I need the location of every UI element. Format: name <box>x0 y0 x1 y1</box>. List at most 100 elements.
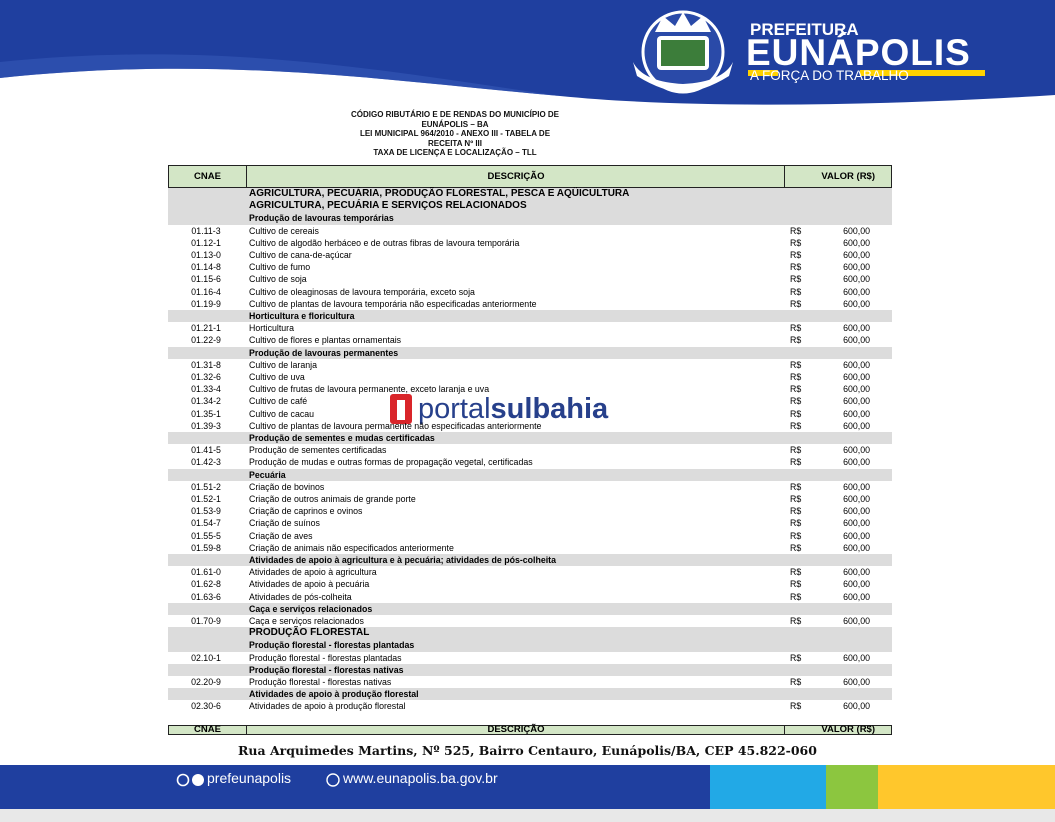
value: 600,00 <box>843 506 870 517</box>
currency: R$ <box>790 250 802 260</box>
currency: R$ <box>790 237 802 248</box>
description: Cultivo de laranja <box>249 359 317 370</box>
currency: R$ <box>790 701 802 712</box>
cnae-code: 01.59-8 <box>191 542 221 553</box>
cnae-code: 01.21-1 <box>191 323 221 334</box>
value: 600,00 <box>843 323 870 334</box>
header-cell: VALOR (R$) <box>784 166 893 187</box>
currency: R$ <box>790 359 802 370</box>
section-title: Produção de sementes e mudas certificada… <box>249 433 435 443</box>
section-title: Atividades de apoio à produção florestal <box>249 689 419 700</box>
value: 600,00 <box>843 652 870 663</box>
cnae-code: 01.16-4 <box>191 286 221 297</box>
section-title: Caça e serviços relacionados <box>249 603 373 614</box>
currency: R$ <box>790 494 802 504</box>
currency: R$ <box>790 567 802 578</box>
cnae-code: 01.14-8 <box>191 262 221 273</box>
cnae-code: 01.53-9 <box>191 506 221 517</box>
currency: R$ <box>790 335 802 346</box>
description: Criação de suínos <box>249 518 320 529</box>
watermark-icon <box>390 394 412 424</box>
cnae-code: 02.30-6 <box>191 701 221 712</box>
description: Cultivo de plantas de lavoura temporária… <box>249 298 537 309</box>
currency: R$ <box>790 372 802 382</box>
social-handle: prefeunapolis <box>207 770 292 786</box>
description: Cultivo de fumo <box>249 262 311 273</box>
cnae-code: 01.32-6 <box>191 372 221 382</box>
section-row: Produção de sementes e mudas certificada… <box>168 432 892 445</box>
section-title: Produção florestal - florestas plantadas <box>249 640 415 651</box>
value: 600,00 <box>843 262 870 273</box>
cnae-code: 01.22-9 <box>191 335 221 346</box>
header-cell: DESCRIÇÃO <box>246 166 785 187</box>
currency: R$ <box>790 274 802 285</box>
description: Cultivo de café <box>249 396 308 407</box>
title-line: CÓDIGO RIBUTÁRIO E DE RENDAS DO MUNICÍPI… <box>350 110 559 119</box>
table-row: 01.41-5 Produção de sementes certificadas… <box>168 444 892 456</box>
currency: R$ <box>790 652 802 663</box>
section-title: PRODUÇÃO FLORESTAL <box>249 627 370 639</box>
table-row: 02.20-9 Produção florestal - florestas na… <box>168 676 892 688</box>
section-row: Atividades de apoio à produção florestal <box>168 688 892 701</box>
cnae-code: 01.35-1 <box>191 408 221 419</box>
value: 600,00 <box>843 298 870 309</box>
value: 600,00 <box>843 420 870 431</box>
currency: R$ <box>790 481 802 492</box>
table-row: 01.35-1 Cultivo de cacau R$ 600,00 <box>168 408 892 420</box>
value: 600,00 <box>843 616 870 626</box>
currency: R$ <box>790 262 802 273</box>
cnae-code: 02.20-9 <box>191 677 221 687</box>
table-row: 01.54-7 Criação de suínos R$ 600,00 <box>168 517 892 529</box>
description: Produção de sementes certificadas <box>249 445 387 456</box>
table-row: 01.62-8 Atividades de apoio à pecuária R$ 6… <box>168 578 892 590</box>
section-title: Produção de lavouras temporárias <box>249 213 394 224</box>
value: 600,00 <box>843 372 870 382</box>
section-row: Produção de lavouras temporárias <box>168 212 892 225</box>
description: Atividades de apoio à produção florestal <box>249 701 406 712</box>
header-cell: CNAE <box>194 724 221 736</box>
value: 600,00 <box>843 701 870 712</box>
description: Produção florestal - florestas plantadas <box>249 652 402 663</box>
cnae-code: 01.39-3 <box>191 420 221 431</box>
currency: R$ <box>790 542 802 553</box>
value: 600,00 <box>843 445 870 456</box>
cnae-code: 01.55-5 <box>191 530 221 541</box>
title-line: RECEITA Nº III <box>427 138 483 148</box>
description: Atividades de apoio à pecuária <box>249 579 370 590</box>
table-header: CNAE DESCRIÇÃO VALOR (R$) <box>168 165 892 188</box>
currency: R$ <box>790 225 802 236</box>
table-row: 01.22-9 Cultivo de flores e plantas ornam… <box>168 334 892 346</box>
cnae-code: 01.52-1 <box>191 494 221 504</box>
currency: R$ <box>790 518 802 529</box>
currency: R$ <box>790 420 802 431</box>
value: 600,00 <box>843 335 870 346</box>
document-title: CÓDIGO RIBUTÁRIO E DE RENDAS DO MUNICÍPI… <box>300 110 610 158</box>
section-title: Pecuária <box>249 469 286 480</box>
description: Cultivo de oleaginosas de lavoura tempor… <box>249 286 475 297</box>
cnae-code: 01.63-6 <box>191 591 221 602</box>
section-row: AGRICULTURA, PECUÁRIA E SERVIÇOS RELACIO… <box>168 200 892 213</box>
section-title: AGRICULTURA, PECUÁRIA E SERVIÇOS RELACIO… <box>249 200 527 212</box>
value: 600,00 <box>843 225 870 236</box>
description: Criação de bovinos <box>249 481 325 492</box>
table-row: 01.61-0 Atividades de apoio à agricultura… <box>168 566 892 578</box>
section-row: Produção de lavouras permanentes <box>168 346 892 359</box>
watermark-text: sulbahia <box>490 393 609 425</box>
currency: R$ <box>790 396 802 407</box>
value: 600,00 <box>843 591 870 602</box>
watermark: portal sulbahia <box>388 392 608 426</box>
table-row: 01.34-2 Cultivo de café R$ 600,00 <box>168 395 892 407</box>
currency: R$ <box>790 530 802 541</box>
section-title: Atividades de apoio à agricultura e à pe… <box>249 555 557 565</box>
value: 600,00 <box>843 530 870 541</box>
section-row: PRODUÇÃO FLORESTAL <box>168 627 892 640</box>
section-title: Horticultura e floricultura <box>249 311 355 321</box>
table-row: 01.33-4 Cultivo de frutas de lavoura perm… <box>168 383 892 395</box>
cnae-code: 01.34-2 <box>191 396 221 407</box>
table-row: 01.51-2 Criação de bovinos R$ 600,00 <box>168 481 892 493</box>
address: Rua Arquimedes Martins, Nº 525, Bairro C… <box>238 743 817 758</box>
brand-top: PREFEITURA <box>750 20 859 39</box>
description: Criação de outros animais de grande port… <box>249 494 416 504</box>
value: 600,00 <box>843 286 870 297</box>
